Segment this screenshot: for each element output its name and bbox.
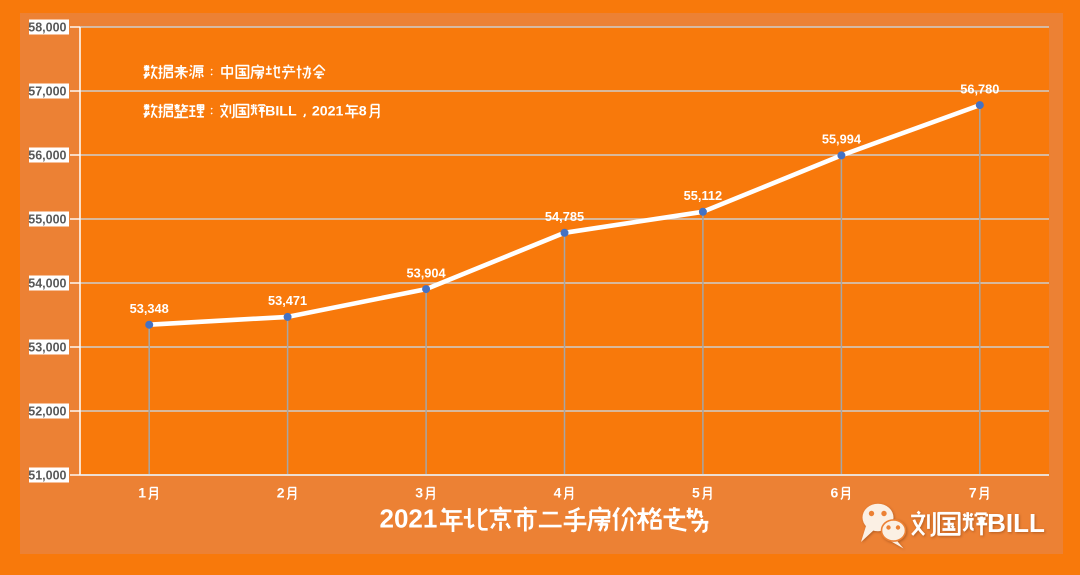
svg-text:BILL: BILL xyxy=(987,508,1045,538)
svg-text:54,000: 54,000 xyxy=(28,276,66,290)
svg-text:51,000: 51,000 xyxy=(28,468,66,482)
svg-text:55,994: 55,994 xyxy=(822,132,862,147)
svg-text:3: 3 xyxy=(415,485,423,501)
svg-text:55,112: 55,112 xyxy=(684,188,722,203)
svg-text:7: 7 xyxy=(969,485,977,501)
svg-text:2021: 2021 xyxy=(380,503,438,533)
svg-text:54,785: 54,785 xyxy=(545,209,584,224)
svg-text:4: 4 xyxy=(554,485,562,501)
svg-text:BILL: BILL xyxy=(265,104,297,120)
svg-text:2: 2 xyxy=(277,485,285,501)
svg-text:53,904: 53,904 xyxy=(407,265,447,280)
svg-text:6: 6 xyxy=(831,485,839,501)
svg-text:56,780: 56,780 xyxy=(960,81,999,96)
svg-text:5: 5 xyxy=(692,485,700,501)
svg-text:56,000: 56,000 xyxy=(28,148,66,162)
svg-text:1: 1 xyxy=(138,485,146,501)
svg-text:53,000: 53,000 xyxy=(28,340,66,354)
svg-text:58,000: 58,000 xyxy=(28,20,66,34)
svg-text:53,471: 53,471 xyxy=(268,293,307,308)
svg-text:55,000: 55,000 xyxy=(28,212,66,226)
svg-text:52,000: 52,000 xyxy=(28,404,66,418)
svg-text:2021: 2021 xyxy=(312,104,344,120)
svg-text:57,000: 57,000 xyxy=(28,84,66,98)
svg-text:53,348: 53,348 xyxy=(130,301,169,316)
svg-text:8: 8 xyxy=(359,104,367,120)
